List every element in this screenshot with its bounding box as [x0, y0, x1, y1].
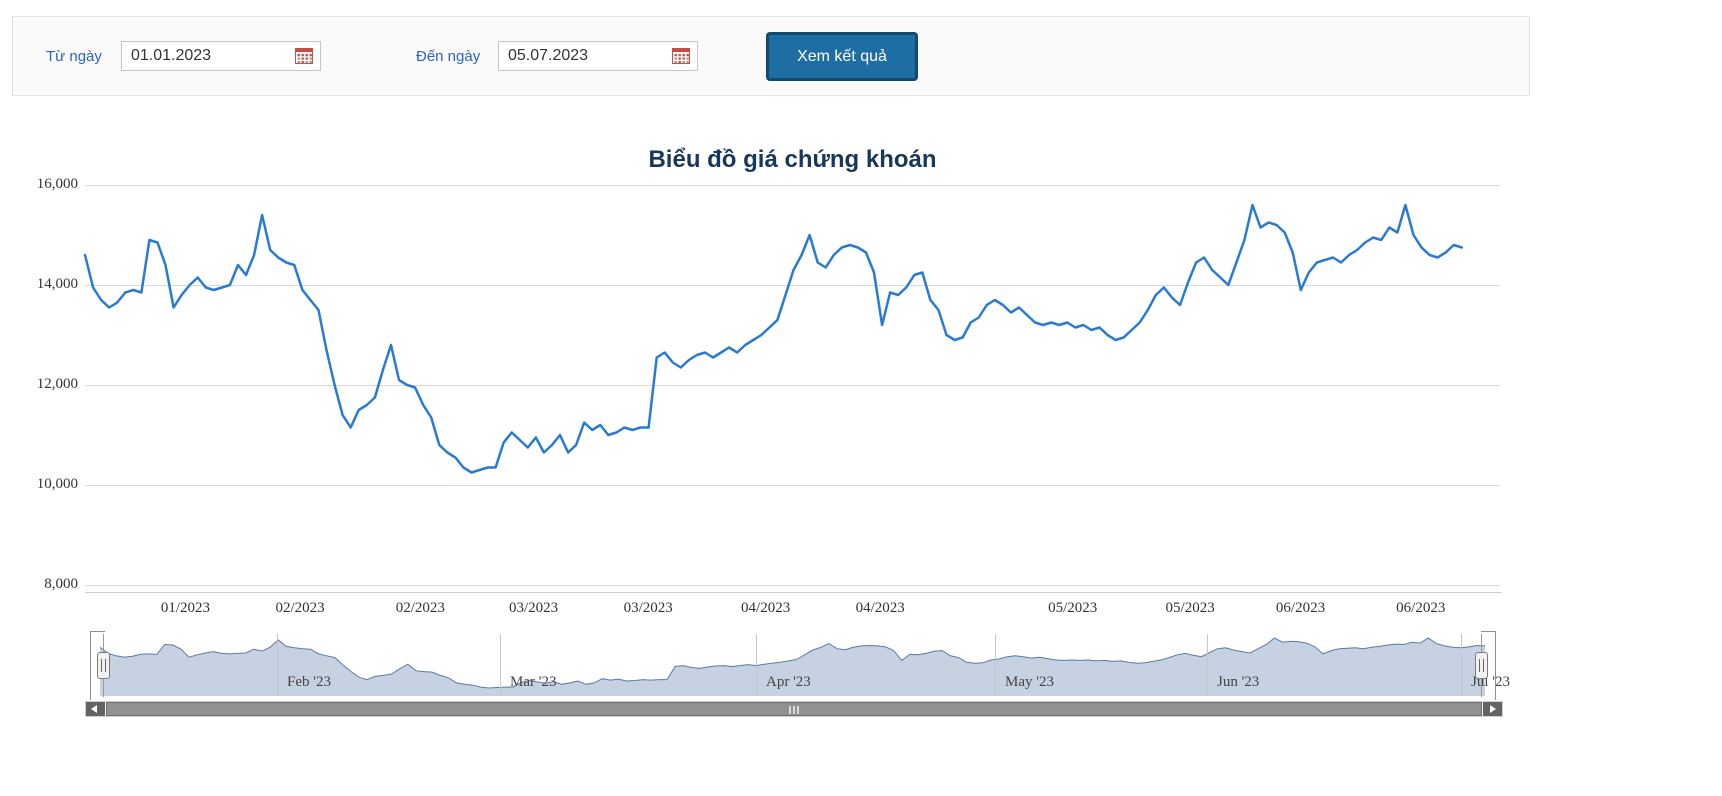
- chart-scrollbar[interactable]: [85, 701, 1503, 717]
- from-date-label: Từ ngày: [46, 48, 102, 65]
- to-date-value: 05.07.2023: [508, 47, 589, 64]
- navigator-area: [100, 638, 1485, 696]
- navigator-month-gridline: [995, 634, 996, 696]
- navigator-outline: [90, 631, 105, 632]
- chart-title: Biểu đồ giá chứng khoán: [648, 146, 937, 173]
- navigator-month-label: Feb '23: [287, 674, 331, 690]
- y-axis-label: 12,000: [36, 376, 78, 392]
- x-axis-label: 03/2023: [508, 600, 559, 616]
- view-results-button[interactable]: Xem kết quả: [766, 32, 918, 81]
- navigator-month-gridline: [1461, 634, 1462, 696]
- y-gridline: [85, 185, 1500, 186]
- scrollbar-grip-icon: [789, 706, 799, 714]
- navigator-month-label: Mar '23: [510, 674, 557, 690]
- navigator-outline: [1495, 631, 1496, 700]
- price-line: [83, 203, 1464, 474]
- to-date-input[interactable]: 05.07.2023: [498, 41, 698, 71]
- navigator-month-label: Jun '23: [1217, 674, 1260, 690]
- navigator-right-handle[interactable]: [1475, 652, 1488, 679]
- y-gridline: [85, 485, 1500, 486]
- navigator-month-gridline: [277, 634, 278, 696]
- y-axis-label: 14,000: [36, 276, 78, 292]
- calendar-icon[interactable]: [672, 47, 690, 64]
- x-axis-label: 01/2023: [160, 600, 211, 616]
- y-gridline: [85, 585, 1500, 586]
- price-line-chart: [83, 203, 1464, 474]
- navigator-outline: [90, 631, 91, 700]
- date-filter-panel: Từ ngày 01.01.2023 Đến ngày 05.07.2023: [12, 16, 1530, 96]
- from-date-value: 01.01.2023: [131, 47, 212, 64]
- x-axis-label: 04/2023: [741, 600, 791, 616]
- x-axis-label: 02/2023: [395, 600, 445, 616]
- x-axis-label: 02/2023: [275, 600, 325, 616]
- y-gridline: [85, 385, 1500, 386]
- to-date-label: Đến ngày: [416, 48, 481, 65]
- x-axis-label: 06/2023: [1396, 600, 1446, 616]
- scrollbar-thumb[interactable]: [106, 702, 1482, 716]
- navigator-month-label: Apr '23: [766, 674, 811, 690]
- x-axis-label: 06/2023: [1275, 600, 1326, 616]
- chart-navigator[interactable]: Feb '23 Mar '23 Apr '23 May '23 Jun '23 Jul '…: [100, 634, 1510, 696]
- y-axis-label: 16,000: [36, 176, 78, 192]
- scrollbar-left-arrow[interactable]: [86, 702, 105, 716]
- navigator-area-chart: [100, 637, 1485, 696]
- x-axis-label: 04/2023: [855, 600, 905, 616]
- x-axis-label: 05/2023: [1165, 600, 1215, 616]
- navigator-month-gridline: [1207, 634, 1208, 696]
- x-axis-label: 05/2023: [1048, 600, 1098, 616]
- x-axis-line: [85, 592, 1502, 593]
- from-date-input[interactable]: 01.01.2023: [121, 41, 321, 71]
- y-gridline: [85, 285, 1500, 286]
- navigator-line: [100, 637, 1485, 689]
- navigator-outline: [1481, 631, 1496, 632]
- calendar-icon[interactable]: [295, 47, 313, 64]
- y-axis-label: 10,000: [36, 476, 78, 492]
- navigator-month-gridline: [500, 634, 501, 696]
- navigator-left-handle[interactable]: [97, 652, 110, 679]
- navigator-month-label: May '23: [1005, 674, 1054, 690]
- navigator-month-gridline: [756, 634, 757, 696]
- y-axis-label: 8,000: [44, 576, 78, 592]
- x-axis-label: 03/2023: [623, 600, 673, 616]
- scrollbar-right-arrow[interactable]: [1483, 702, 1502, 716]
